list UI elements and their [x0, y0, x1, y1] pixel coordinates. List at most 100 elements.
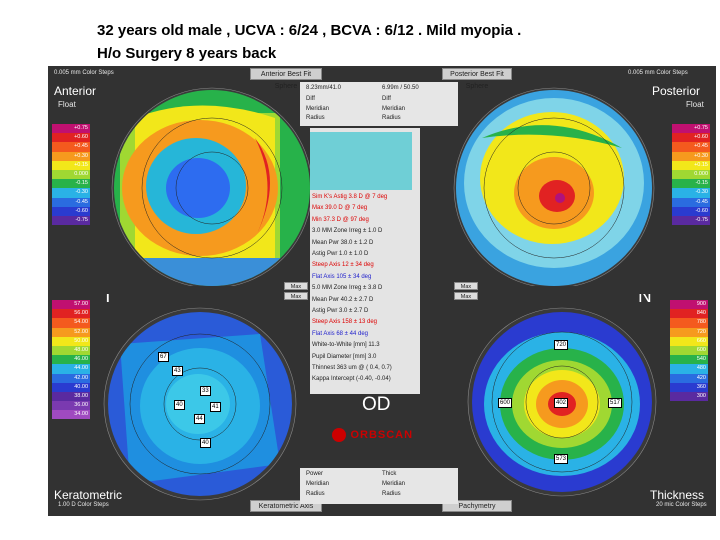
keratometric-steps: 1.00 D Color Steps: [58, 502, 109, 508]
top-fit-info-panel: 8.23mm/41.0 Diff Meridian Radius 6.99m /…: [300, 82, 458, 126]
scale-step: 57.00: [52, 300, 90, 310]
thickness-map: N 900 840 780 720 660 600 540 480 420 360 300 720 …: [442, 294, 714, 512]
stats-row: Sim K's Astig 3.8 D @ 7 deg: [312, 194, 388, 200]
pachy-right: 517: [608, 398, 623, 408]
pachy-center: 402: [554, 398, 569, 408]
posterior-color-scale: +0.75 +0.60 +0.45 +0.30 +0.15 0.000 -0.15 -0.30…: [672, 124, 710, 226]
od-label: OD: [362, 394, 391, 415]
anterior-steps: 0.005 mm Color Steps: [54, 70, 114, 76]
top-info-right-4: Radius: [382, 115, 401, 121]
stats-row: Astig Pwr 1.0 ± 1.0 D: [312, 251, 369, 257]
brand-name: ORBSCAN: [350, 428, 414, 441]
caption-line-2: H/o Surgery 8 years back: [97, 45, 277, 62]
anterior-color-scale: +0.75 +0.60 +0.45 +0.30 +0.15 0.000 -0.15 -0.30…: [52, 124, 90, 226]
kerat-value-5: 41: [210, 402, 221, 412]
scale-step: 52.00: [52, 327, 90, 337]
stats-row: Flat Axis 68 ± 44 deg: [312, 330, 368, 337]
scale-step: +0.60: [672, 133, 710, 143]
scale-step: +0.15: [672, 160, 710, 170]
stats-row: Pupil Diameter [mm] 3.0: [312, 353, 377, 360]
thickness-color-scale: 900 840 780 720 660 600 540 480 420 360 300: [670, 300, 708, 402]
bottom-info-left-1: Power: [306, 471, 324, 477]
scale-step: -0.45: [52, 197, 90, 207]
kerat-value-1: 67: [158, 352, 169, 362]
scale-step: 38.00: [52, 391, 90, 402]
stats-row: Steep Axis 158 ± 13 deg: [312, 319, 378, 326]
scale-step: 840: [670, 309, 708, 319]
top-info-left-4: Radius: [306, 115, 325, 121]
scale-step: -0.15: [672, 179, 710, 189]
kerat-value-3: 33: [200, 386, 211, 396]
posterior-subtitle: Float: [686, 100, 704, 109]
stats-panel: Sim K's Astig 3.8 D @ 7 deg Max 39.0 D @ …: [310, 128, 420, 394]
keratometric-title: Keratometric: [54, 488, 123, 502]
pachy-bottom: 573: [554, 454, 569, 464]
max-button-2[interactable]: Max: [284, 292, 308, 300]
stats-row: White-to-White [mm] 11.3: [312, 342, 380, 349]
max-button-3[interactable]: Max: [454, 282, 478, 290]
bottom-info-right-2: Meridian: [382, 481, 406, 487]
scale-step: 36.00: [52, 401, 90, 411]
top-info-right-1: 6.99m / 50.50: [382, 85, 419, 91]
scale-step: 420: [670, 373, 708, 383]
stats-row: 5.0 MM Zone Irreg ± 3.8 D: [312, 285, 383, 292]
nasal-label: N: [638, 294, 652, 307]
bottom-info-right-1: Thick: [382, 471, 397, 477]
anterior-title: Anterior: [54, 84, 97, 98]
scale-step: 0.000: [52, 169, 90, 180]
temporal-label: T: [102, 294, 114, 307]
stats-row: Mean Pwr 38.0 ± 1.2 D: [312, 239, 374, 246]
bottom-info-left-2: Meridian: [306, 481, 330, 487]
thickness-steps: 20 mic Color Steps: [656, 502, 707, 508]
posterior-title: Posterior: [652, 84, 701, 98]
scale-step: -0.30: [52, 188, 90, 198]
stats-row: Steep Axis 12 ± 34 deg: [312, 262, 374, 269]
pachy-top: 720: [554, 340, 569, 350]
top-info-right-3: Meridian: [382, 106, 406, 112]
stats-swatch: [310, 132, 412, 190]
scale-step: 54.00: [52, 318, 90, 328]
orbscan-quad-map: 0.005 mm Color Steps Anterior Float +0.7…: [48, 66, 716, 516]
stats-row: 3.0 MM Zone Irreg ± 1.0 D: [312, 228, 383, 235]
max-button-4[interactable]: Max: [454, 292, 478, 300]
scale-step: -0.60: [52, 206, 90, 216]
anterior-subtitle: Float: [58, 100, 76, 109]
scale-step: 42.00: [52, 373, 90, 383]
scale-step: 56.00: [52, 309, 90, 319]
scale-step: 600: [670, 345, 708, 356]
scale-step: +0.30: [672, 151, 710, 161]
caption-line-1: 32 years old male , UCVA : 6/24 , BCVA :…: [97, 22, 522, 39]
scale-step: 48.00: [52, 345, 90, 356]
scale-step: 900: [670, 300, 708, 310]
scale-step: +0.75: [52, 124, 90, 134]
scale-step: 360: [670, 382, 708, 392]
kerat-value-2: 43: [172, 366, 183, 376]
posterior-float-map: 0.005 mm Color Steps Posterior Float +0.…: [442, 68, 714, 286]
posterior-fit-header: Posterior Best Fit Sphere: [442, 68, 512, 90]
scale-step: 34.00: [52, 410, 90, 420]
scale-step: 780: [670, 318, 708, 328]
scale-step: 480: [670, 364, 708, 374]
pachymetry-header: Pachymetry: [442, 500, 512, 512]
pachy-left: 600: [498, 398, 513, 408]
top-info-left-1: 8.23mm/41.0: [306, 85, 342, 91]
scale-step: +0.75: [672, 124, 710, 134]
scale-step: 50.00: [52, 336, 90, 346]
scale-step: -0.75: [672, 215, 710, 226]
scale-step: 300: [670, 391, 708, 402]
top-info-left-2: Diff: [306, 96, 315, 102]
bottom-info-right-3: Radius: [382, 491, 401, 497]
kerat-value-4: 40: [174, 400, 185, 410]
stats-row: Mean Pwr 40.2 ± 2.7 D: [312, 296, 374, 303]
scale-step: 720: [670, 327, 708, 337]
stats-row: Thinnest 363 um @ ( 0.4, 0.7): [312, 365, 392, 371]
top-info-right-2: Diff: [382, 96, 391, 102]
scale-step: +0.30: [52, 151, 90, 161]
scale-step: -0.45: [672, 197, 710, 207]
scale-step: -0.75: [52, 215, 90, 226]
stats-row: Kappa Intercept (-0.40, -0.04): [312, 376, 391, 383]
keratometric-map: T 57.00 56.00 54.00 52.00 50.00 48.00 46.00 44.…: [50, 294, 322, 512]
thickness-title: Thickness: [650, 488, 705, 502]
scale-step: 0.000: [672, 169, 710, 180]
max-button-1[interactable]: Max: [284, 282, 308, 290]
